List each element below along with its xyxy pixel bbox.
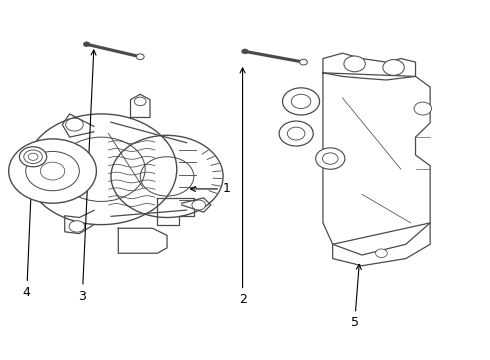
Text: 2: 2 <box>239 68 246 306</box>
Circle shape <box>383 60 404 75</box>
Circle shape <box>291 94 311 109</box>
Circle shape <box>375 249 387 257</box>
Circle shape <box>279 121 313 146</box>
Text: 5: 5 <box>351 264 361 329</box>
Polygon shape <box>323 73 430 255</box>
Circle shape <box>414 102 432 115</box>
Circle shape <box>136 54 144 60</box>
Circle shape <box>316 148 345 169</box>
Polygon shape <box>333 223 430 266</box>
Circle shape <box>344 56 366 72</box>
Circle shape <box>192 200 205 210</box>
Text: 3: 3 <box>78 50 96 303</box>
Circle shape <box>26 152 79 191</box>
Circle shape <box>288 127 305 140</box>
Circle shape <box>83 42 90 47</box>
Circle shape <box>242 49 248 54</box>
Circle shape <box>24 150 42 163</box>
Circle shape <box>28 153 38 160</box>
Circle shape <box>69 221 85 232</box>
Circle shape <box>299 59 307 65</box>
Circle shape <box>66 118 83 131</box>
Text: 1: 1 <box>191 183 231 195</box>
Circle shape <box>283 88 319 115</box>
Text: 4: 4 <box>23 151 35 299</box>
Polygon shape <box>323 53 416 80</box>
Circle shape <box>20 147 47 167</box>
Circle shape <box>322 153 338 164</box>
Circle shape <box>9 139 97 203</box>
